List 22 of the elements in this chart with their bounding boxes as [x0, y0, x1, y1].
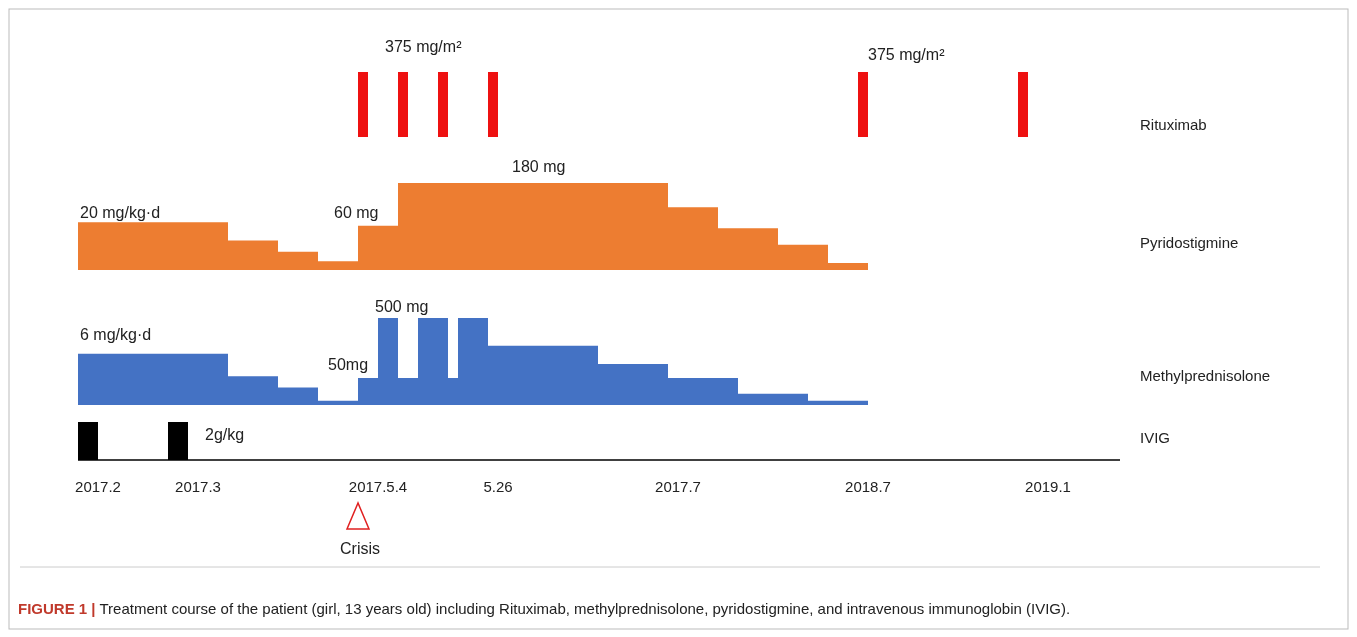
text: 500 mg — [375, 298, 429, 315]
text: 375 mg/m² — [385, 38, 463, 55]
caption: FIGURE 1 | Treatment course of the patient (girl, 13 years old) including Rituximab, methylprednisolone, pyridostigmine, and intravenous immunoglobin (IVIG). — [18, 600, 1071, 617]
text: Pyridostigmine — [1140, 234, 1239, 251]
annotation: 6 mg/kg·d — [80, 326, 152, 343]
text: Rituximab — [1140, 116, 1207, 133]
x-tick-label: 2017.3 — [175, 478, 221, 495]
text: 180 mg — [512, 158, 566, 175]
x-tick-label: 2017.2 — [75, 478, 121, 495]
annotation: 50mg — [328, 356, 369, 373]
text: 375 mg/m² — [868, 46, 946, 63]
x-tick-label: 5.26 — [483, 478, 513, 495]
annotation: 20 mg/kg·d — [80, 204, 161, 221]
annotation: 60 mg — [334, 204, 379, 221]
x-tick-label: 2019.1 — [1025, 478, 1071, 495]
text: IVIG — [1140, 429, 1171, 446]
text: Methylprednisolone — [1140, 367, 1271, 384]
x-tick-label: 2017.7 — [655, 478, 701, 495]
x-tick-label: 2018.7 — [845, 478, 891, 495]
x-tick-label: 2017.5.4 — [348, 478, 408, 495]
text: Crisis — [340, 540, 380, 557]
annotation: 2g/kg — [205, 426, 245, 443]
